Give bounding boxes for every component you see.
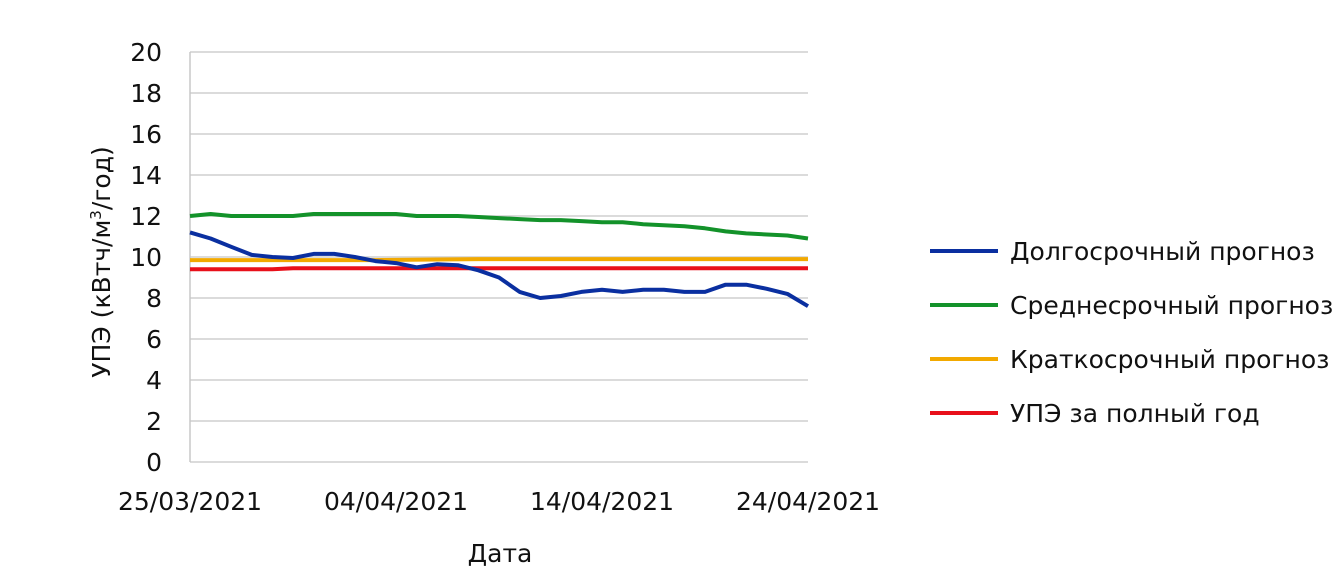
y-tick-label: 12 bbox=[130, 202, 162, 231]
legend-label: Долгосрочный прогноз bbox=[1010, 237, 1315, 266]
y-tick-label: 2 bbox=[146, 407, 162, 436]
y-tick-label: 20 bbox=[130, 38, 162, 67]
y-tick-label: 18 bbox=[130, 79, 162, 108]
y-tick-label: 0 bbox=[146, 448, 162, 477]
legend-label: Среднесрочный прогноз bbox=[1010, 291, 1333, 320]
x-tick-label: 25/03/2021 bbox=[118, 487, 262, 516]
series-line-2 bbox=[190, 257, 808, 263]
y-tick-label: 14 bbox=[130, 161, 162, 190]
x-tick-label: 24/04/2021 bbox=[736, 487, 880, 516]
x-tick-label: 04/04/2021 bbox=[324, 487, 468, 516]
series-line-0 bbox=[189, 230, 810, 308]
y-axis-title-main: УПЭ (кВтч/м bbox=[87, 220, 116, 378]
y-tick-label: 10 bbox=[130, 243, 162, 272]
legend-label: Краткосрочный прогноз bbox=[1010, 345, 1329, 374]
y-tick-label: 16 bbox=[130, 120, 162, 149]
series-lines bbox=[189, 212, 810, 308]
y-axis-title-superscript: 3 bbox=[87, 210, 105, 220]
y-axis-title-end: /год) bbox=[87, 146, 116, 210]
y-axis-title: УПЭ (кВтч/м3/год) bbox=[87, 146, 116, 378]
x-tick-label: 14/04/2021 bbox=[530, 487, 674, 516]
x-axis-title: Дата bbox=[468, 539, 533, 568]
y-axis-ticks: 0 2 4 6 8 10 12 14 16 18 20 bbox=[130, 38, 162, 477]
legend-label: УПЭ за полный год bbox=[1010, 399, 1260, 428]
y-tick-label: 4 bbox=[146, 366, 162, 395]
legend: Долгосрочный прогноз Среднесрочный прогно… bbox=[930, 237, 1333, 428]
series-line-3 bbox=[190, 266, 808, 272]
y-tick-label: 6 bbox=[146, 325, 162, 354]
series-line-1 bbox=[189, 212, 809, 241]
y-tick-label: 8 bbox=[146, 284, 162, 313]
x-axis-ticks: 25/03/2021 04/04/2021 14/04/2021 24/04/2021 bbox=[118, 487, 880, 516]
